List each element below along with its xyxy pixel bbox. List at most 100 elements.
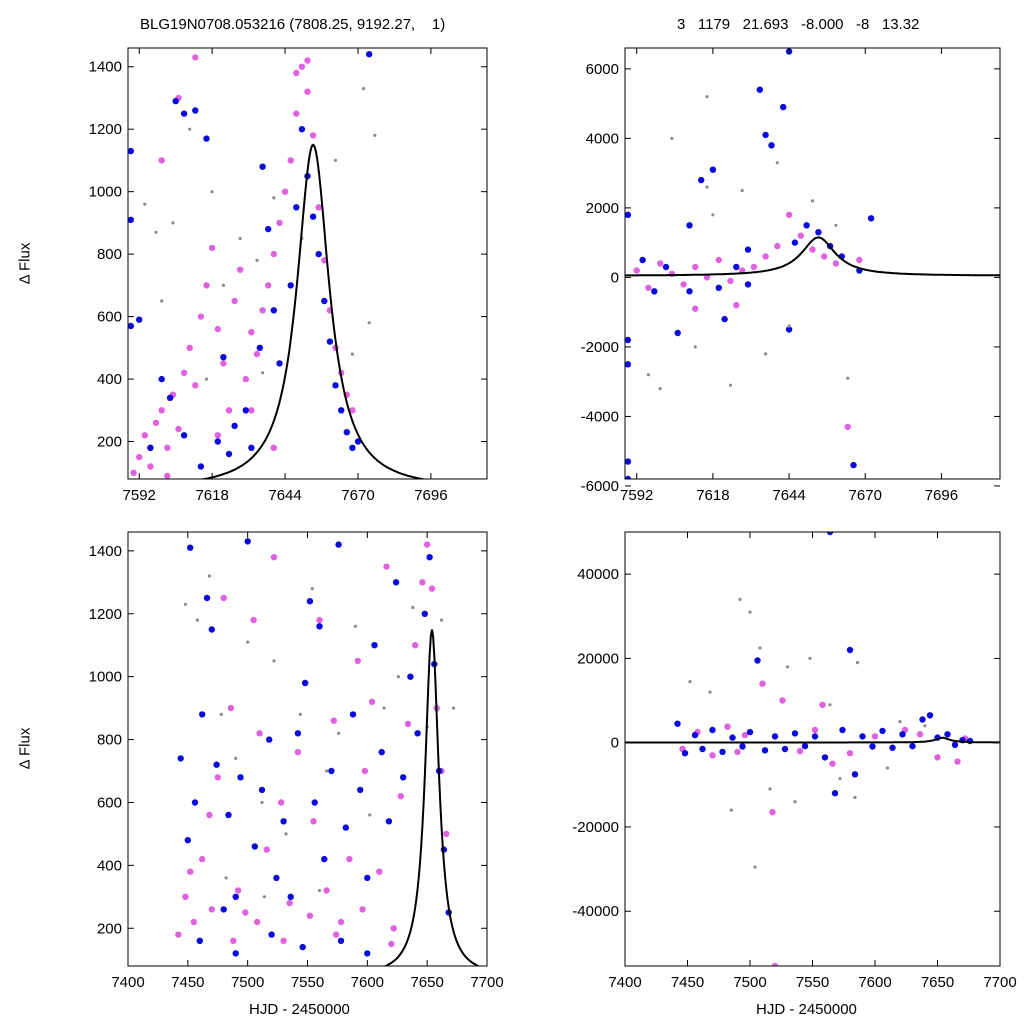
data-point-blue — [147, 444, 154, 451]
data-point-magenta — [186, 344, 193, 351]
data-point-magenta — [182, 893, 189, 900]
y-tick-label: 20000 — [577, 650, 619, 667]
data-point-blue — [298, 126, 306, 133]
y-tick-label: -40000 — [572, 903, 619, 920]
data-point-grey — [793, 800, 797, 804]
panel-bottom-left: 7400 7450 7500 7550 7600 7650 7700 200 400 600 800… — [89, 531, 504, 991]
data-point-magenta — [759, 680, 766, 687]
data-point-magenta — [668, 270, 676, 278]
y-tick-label: 1200 — [89, 121, 122, 138]
data-point-grey — [885, 766, 890, 770]
data-point-magenta — [270, 444, 277, 451]
data-point-magenta — [703, 274, 711, 281]
data-point-blue — [128, 322, 134, 330]
data-point-magenta — [709, 752, 716, 759]
data-point-grey — [382, 706, 386, 710]
data-point-blue — [762, 131, 769, 139]
data-point-blue — [625, 475, 632, 479]
data-point-grey — [210, 190, 214, 194]
data-point-magenta — [310, 818, 317, 825]
data-point-magenta — [225, 407, 233, 414]
data-point-grey — [362, 87, 366, 91]
data-point-grey — [353, 624, 357, 628]
data-point-magenta — [832, 260, 840, 267]
data-point-magenta — [315, 204, 322, 211]
data-point-grey — [368, 813, 372, 817]
x-tick-label: 7644 — [268, 487, 301, 504]
data-point-magenta — [443, 830, 450, 838]
data-point-blue — [199, 711, 206, 718]
data-point-magenta — [916, 731, 924, 738]
data-point-blue — [251, 843, 258, 850]
data-point-grey — [284, 832, 288, 836]
data-point-blue — [698, 176, 705, 184]
data-point-magenta — [298, 63, 306, 70]
data-point-grey — [171, 221, 175, 225]
data-point-magenta — [771, 962, 779, 966]
data-point-magenta — [633, 267, 640, 274]
data-point-magenta — [203, 282, 210, 289]
data-point-magenta — [199, 855, 206, 863]
data-point-blue — [357, 786, 364, 794]
data-point-magenta — [237, 266, 244, 273]
data-point-magenta — [248, 329, 255, 336]
data-point-blue — [364, 950, 371, 957]
data-point-magenta — [250, 616, 257, 624]
x-tick-label: 7644 — [772, 487, 805, 504]
data-point-blue — [220, 906, 227, 913]
data-point-magenta — [333, 931, 340, 938]
data-point-magenta — [136, 453, 143, 461]
data-point-blue — [192, 107, 199, 114]
data-point-blue — [869, 743, 876, 750]
data-point-magenta — [692, 263, 699, 271]
data-point-magenta — [175, 931, 182, 938]
data-point-blue — [826, 532, 834, 536]
data-point-magenta — [376, 868, 383, 875]
data-point-magenta — [750, 263, 758, 271]
data-point-blue — [354, 438, 362, 445]
data-point-blue — [225, 450, 233, 458]
data-point-blue — [674, 720, 681, 727]
data-point-magenta — [346, 855, 353, 863]
data-point-magenta — [281, 188, 289, 195]
data-point-magenta — [388, 940, 395, 948]
data-point-blue — [338, 407, 345, 414]
y-tick-label: 4000 — [586, 130, 619, 147]
data-point-grey — [272, 659, 276, 663]
data-points — [625, 532, 1000, 966]
data-point-grey — [255, 258, 259, 262]
data-point-magenta — [424, 541, 431, 548]
data-point-magenta — [259, 307, 266, 314]
data-point-blue — [306, 598, 314, 605]
data-point-magenta — [206, 811, 213, 819]
data-point-blue — [366, 51, 373, 58]
model-curve — [199, 143, 428, 479]
data-point-blue — [332, 382, 339, 389]
data-point-blue — [919, 716, 926, 723]
data-point-magenta — [293, 110, 300, 117]
data-point-magenta — [323, 887, 330, 894]
x-tick-label: 7450 — [671, 974, 704, 991]
data-point-grey — [834, 223, 838, 227]
data-point-magenta — [306, 912, 314, 919]
data-point-blue — [421, 610, 428, 617]
data-point-magenta — [359, 906, 366, 913]
data-point-grey — [204, 377, 209, 381]
data-point-blue — [839, 726, 846, 734]
data-point-grey — [238, 236, 242, 241]
data-point-blue — [651, 288, 658, 295]
data-point-magenta — [192, 382, 199, 389]
data-point-blue — [371, 642, 378, 649]
data-point-magenta — [856, 256, 863, 264]
xlabel-bottom-right: HJD - 2450000 — [756, 1001, 857, 1018]
x-tick-label: 7400 — [111, 974, 144, 991]
data-point-blue — [625, 211, 632, 218]
data-point-magenta — [337, 918, 345, 926]
x-tick-label: 7650 — [921, 974, 954, 991]
data-point-magenta — [428, 585, 436, 592]
y-tick-label: -4000 — [581, 408, 619, 425]
data-point-magenta — [779, 697, 786, 704]
data-point-magenta — [692, 305, 699, 312]
data-points — [128, 51, 428, 479]
y-tick-label: 1000 — [89, 184, 122, 201]
